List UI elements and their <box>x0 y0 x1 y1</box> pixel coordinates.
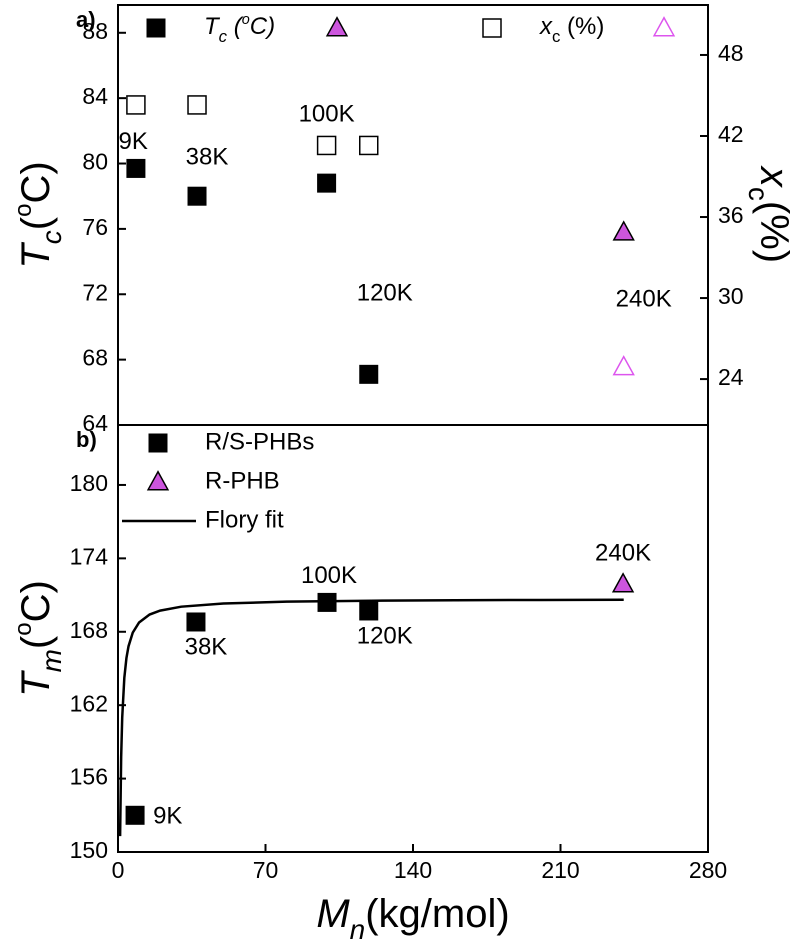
text-part: T <box>14 242 58 269</box>
legend-label: R-PHB <box>205 467 280 494</box>
y-tick-label: 168 <box>70 617 108 643</box>
legend-label: R/S-PHBs <box>205 428 314 455</box>
text-part: (kg/mol) <box>365 892 509 936</box>
panel-label: a) <box>76 7 96 32</box>
point-label: 38K <box>185 633 228 660</box>
text-part: M <box>316 892 350 936</box>
text-part: x <box>539 13 553 40</box>
y-tick-label: 162 <box>70 690 108 716</box>
text-part: C) <box>14 580 58 622</box>
y-axis-label: Tc(oC) <box>10 161 67 268</box>
point-label: 120K <box>357 280 413 307</box>
text-part: T <box>14 670 58 697</box>
y-tick-label: 180 <box>70 470 108 496</box>
text-part: n <box>350 914 366 942</box>
point-label: 100K <box>299 100 355 127</box>
y2-tick-label: 42 <box>718 121 744 147</box>
x-tick-label: 280 <box>689 857 727 883</box>
panel-label: b) <box>76 427 97 452</box>
marker <box>359 135 379 156</box>
text-part: ( <box>14 216 58 230</box>
text-part: C) <box>250 13 275 40</box>
marker <box>611 572 635 593</box>
x-tick-label: 140 <box>394 857 432 883</box>
y-tick-label: 68 <box>82 345 108 371</box>
marker <box>126 95 146 115</box>
point-label: 120K <box>357 622 413 649</box>
point-label: 9K <box>119 128 148 155</box>
point-label: 38K <box>186 144 229 171</box>
y-tick-label: 156 <box>70 764 108 790</box>
marker <box>187 95 207 115</box>
legend-marker <box>148 433 168 453</box>
y2-axis-label: xc(%) <box>743 165 796 263</box>
marker <box>187 186 207 206</box>
legend-marker <box>652 16 676 37</box>
y2-tick-label: 36 <box>718 202 744 228</box>
legend-label: Tc (oC) <box>204 12 275 46</box>
marker <box>125 805 145 825</box>
marker <box>126 158 146 178</box>
legend-marker <box>482 18 502 38</box>
y-tick-label: 76 <box>82 214 108 240</box>
text-part: T <box>204 13 221 40</box>
y-tick-label: 80 <box>82 149 108 175</box>
plot-frame <box>117 4 709 426</box>
y-tick-label: 72 <box>82 279 108 305</box>
marker <box>186 612 206 632</box>
marker <box>359 364 379 384</box>
y-tick-label: 174 <box>70 543 109 569</box>
legend-label: Flory fit <box>205 506 284 533</box>
marker <box>612 220 635 241</box>
point-label: 100K <box>301 562 357 589</box>
y2-tick-label: 24 <box>718 364 744 390</box>
marker <box>316 135 337 156</box>
legend-marker <box>325 16 349 37</box>
x-axis-label: Mn(kg/mol) <box>316 892 509 942</box>
text-part: o <box>242 12 250 28</box>
marker <box>359 601 379 621</box>
text-part: c <box>743 187 774 201</box>
text-part: (%) <box>752 201 796 263</box>
y-tick-label: 88 <box>82 18 108 44</box>
x-tick-label: 0 <box>112 857 125 883</box>
point-label: 240K <box>595 539 651 566</box>
text-part: c <box>219 27 228 46</box>
point-label: 240K <box>616 286 672 313</box>
y2-tick-label: 48 <box>718 40 744 66</box>
y-tick-label: 150 <box>70 837 108 863</box>
text-part: c <box>36 230 67 244</box>
text-part: (%) <box>560 13 604 40</box>
y-tick-label: 64 <box>82 410 108 436</box>
text-part: o <box>10 622 37 635</box>
text-part: c <box>552 27 560 46</box>
text-part: o <box>10 204 37 217</box>
x-tick-label: 70 <box>253 857 279 883</box>
point-label: 9K <box>153 803 182 830</box>
text-part: C) <box>14 161 58 203</box>
marker <box>612 355 635 376</box>
y-tick-label: 84 <box>82 83 108 109</box>
legend-marker <box>146 470 170 491</box>
text-part: ( <box>14 635 58 649</box>
y-axis-label: Tm(oC) <box>10 580 67 697</box>
y2-tick-label: 30 <box>718 283 744 309</box>
text-part: ( <box>227 13 245 40</box>
x-tick-label: 210 <box>541 857 579 883</box>
text-part: m <box>36 649 67 672</box>
text-part: x <box>752 165 796 189</box>
legend-marker <box>146 18 166 38</box>
legend-label: xc (%) <box>539 13 604 46</box>
marker <box>317 173 337 193</box>
fit-line <box>118 598 624 837</box>
